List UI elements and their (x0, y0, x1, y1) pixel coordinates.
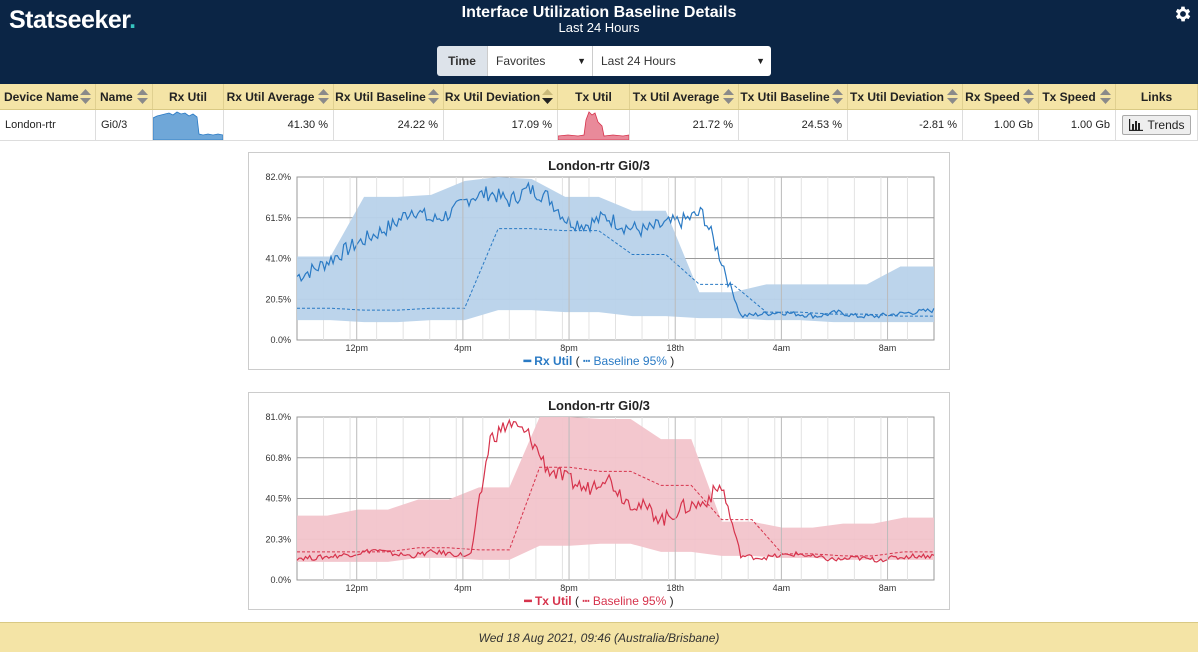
column-header-device-name[interactable]: Device Name (0, 84, 96, 109)
sort-icon[interactable] (831, 88, 844, 106)
y-tick-label: 20.5% (265, 294, 291, 304)
table-row: London-rtr Gi0/3 41.30 % 24.22 % 17.09 %… (0, 110, 1198, 141)
column-header-rx-util-baseline[interactable]: Rx Util Baseline (334, 84, 444, 109)
cell-tx-speed: 1.00 Gb (1039, 110, 1116, 140)
favorites-select[interactable]: Favorites ▼ (487, 46, 592, 76)
legend-series[interactable]: ━ Rx Util (523, 354, 573, 368)
sort-icon[interactable] (79, 88, 92, 106)
column-header-tx-util[interactable]: Tx Util (558, 84, 630, 109)
cell-tx-util-average: 21.72 % (630, 110, 739, 140)
tx-util-chart: 81.0% 60.8% 40.5% 20.3% 0.0% 12pm 4pm 8pm 18th 4a… (248, 392, 950, 610)
util-series-line[interactable] (296, 181, 935, 320)
column-header-tx-speed[interactable]: Tx Speed (1039, 84, 1116, 109)
column-header-tx-util-baseline[interactable]: Tx Util Baseline (739, 84, 848, 109)
y-tick-label: 40.5% (265, 494, 291, 504)
column-header-rx-util-average[interactable]: Rx Util Average (224, 84, 334, 109)
column-header-tx-util-deviation[interactable]: Tx Util Deviation (848, 84, 963, 109)
y-tick-label: 41.0% (265, 254, 291, 264)
legend-series[interactable]: ━ Tx Util (524, 594, 572, 608)
rx-chart-plot[interactable]: 82.0% 61.5% 41.0% 20.5% 0.0% 12pm 4pm 8pm 18th 4a… (249, 153, 949, 369)
cell-tx-util-baseline: 24.53 % (739, 110, 848, 140)
x-tick-label: 18th (666, 343, 684, 353)
y-tick-label: 0.0% (270, 335, 291, 345)
util-series-line[interactable] (296, 418, 935, 563)
footer-timestamp: Wed 18 Aug 2021, 09:46 (Australia/Brisba… (0, 622, 1198, 652)
cell-name: Gi0/3 (96, 110, 153, 140)
y-tick-label: 20.3% (265, 534, 291, 544)
rx-util-chart: 82.0% 61.5% 41.0% 20.5% 0.0% 12pm 4pm 8pm 18th 4a… (248, 152, 950, 370)
y-tick-label: 82.0% (265, 172, 291, 182)
x-tick-label: 4pm (454, 343, 472, 353)
sort-icon[interactable] (427, 88, 440, 106)
column-header-tx-util-average[interactable]: Tx Util Average (630, 84, 739, 109)
page-title: Interface Utilization Baseline Details (461, 4, 737, 21)
page-subtitle: Last 24 Hours (558, 20, 640, 35)
chart-title: London-rtr Gi0/3 (548, 398, 650, 413)
bar-chart-icon (1128, 119, 1143, 131)
table-header-row: Device Name Name Rx Util Rx Util Average Rx … (0, 84, 1198, 110)
chart-legend: ━ Tx Util ( ┅ Baseline 95% ) (524, 594, 674, 608)
baseline-line (297, 228, 934, 317)
sort-icon[interactable] (722, 88, 735, 106)
cell-rx-util-baseline: 24.22 % (334, 110, 444, 140)
time-label: Time (437, 46, 487, 76)
gear-icon[interactable] (1173, 4, 1193, 24)
dropdown-arrow-icon: ▼ (756, 56, 765, 66)
x-tick-label: 4pm (454, 583, 472, 593)
x-tick-label: 8pm (560, 583, 578, 593)
column-header-name[interactable]: Name (96, 84, 153, 109)
baseline-band (297, 177, 934, 323)
statseeker-logo[interactable]: Statseeker. (9, 6, 136, 34)
cell-device-name: London-rtr (0, 110, 96, 140)
y-tick-label: 0.0% (270, 575, 291, 585)
rx-util-sparkline[interactable] (153, 110, 224, 140)
time-filter: Time Favorites ▼ Last 24 Hours ▼ (437, 46, 771, 76)
cell-rx-util-average: 41.30 % (224, 110, 334, 140)
x-tick-label: 12pm (345, 583, 368, 593)
chart-title: London-rtr Gi0/3 (548, 158, 650, 173)
chart-legend: ━ Rx Util ( ┅ Baseline 95% ) (523, 354, 675, 368)
sort-icon[interactable] (1022, 88, 1035, 106)
x-tick-label: 4am (773, 583, 791, 593)
sort-icon[interactable] (136, 88, 149, 106)
trends-button[interactable]: Trends (1121, 115, 1192, 135)
x-tick-label: 8pm (560, 343, 578, 353)
tx-util-sparkline[interactable] (558, 110, 630, 140)
x-tick-label: 18th (666, 583, 684, 593)
column-header-rx-speed[interactable]: Rx Speed (963, 84, 1039, 109)
cell-rx-util-deviation: 17.09 % (444, 110, 558, 140)
cell-tx-util-deviation: -2.81 % (848, 110, 963, 140)
legend-baseline[interactable]: ┅ Baseline 95% (582, 354, 667, 368)
sort-icon[interactable] (946, 88, 959, 106)
column-header-rx-util[interactable]: Rx Util (153, 84, 224, 109)
baseline-line (297, 466, 934, 557)
cell-links: Trends (1116, 110, 1198, 140)
legend-baseline[interactable]: ┅ Baseline 95% (582, 594, 667, 608)
cell-rx-speed: 1.00 Gb (963, 110, 1039, 140)
x-tick-label: 12pm (345, 343, 368, 353)
dropdown-arrow-icon: ▼ (577, 56, 586, 66)
sort-icon[interactable] (317, 88, 330, 106)
column-header-rx-util-deviation[interactable]: Rx Util Deviation (444, 84, 558, 109)
y-tick-label: 81.0% (265, 412, 291, 422)
column-header-links[interactable]: Links (1116, 84, 1198, 109)
x-tick-label: 8am (879, 583, 897, 593)
sort-icon[interactable] (541, 88, 554, 106)
y-tick-label: 60.8% (265, 453, 291, 463)
baseline-band (297, 417, 934, 562)
tx-chart-plot[interactable]: 81.0% 60.8% 40.5% 20.3% 0.0% 12pm 4pm 8pm 18th 4a… (249, 393, 949, 609)
x-tick-label: 4am (773, 343, 791, 353)
time-range-select[interactable]: Last 24 Hours ▼ (592, 46, 771, 76)
y-tick-label: 61.5% (265, 213, 291, 223)
app-header: Statseeker. Interface Utilization Baseli… (0, 0, 1198, 84)
x-tick-label: 8am (879, 343, 897, 353)
sort-icon[interactable] (1099, 88, 1112, 106)
baseline-table: Device Name Name Rx Util Rx Util Average Rx … (0, 84, 1198, 141)
